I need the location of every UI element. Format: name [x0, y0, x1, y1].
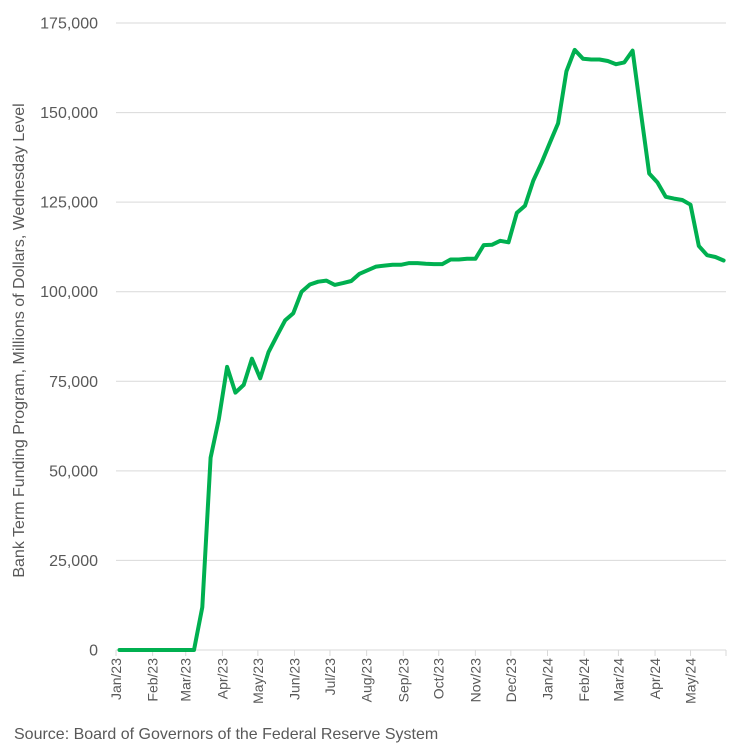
- series-line: [117, 47, 726, 652]
- x-tick-label: Jul/23: [322, 658, 338, 696]
- y-axis-title: Bank Term Funding Program, Millions of D…: [11, 103, 28, 577]
- x-tick-label: May/23: [250, 658, 266, 704]
- x-tick-label: Mar/24: [610, 658, 626, 702]
- x-tick-label: Apr/24: [647, 658, 663, 699]
- series-group: [117, 47, 726, 652]
- x-tick-label: Aug/23: [359, 658, 375, 703]
- x-tick-label: Oct/23: [431, 658, 447, 699]
- y-tick-label: 150,000: [40, 105, 98, 122]
- y-tick-label: 125,000: [40, 195, 98, 212]
- x-tick-label: Sep/23: [395, 658, 411, 703]
- y-tick-label: 50,000: [49, 463, 98, 480]
- x-tick-label: Jun/23: [287, 658, 303, 700]
- y-tick-label: 0: [89, 643, 98, 660]
- source-note: Source: Board of Governors of the Federa…: [14, 726, 439, 743]
- y-axis-tick-labels: 0 25,000 50,000 75,000 100,000 125,000 150,000…: [40, 16, 98, 660]
- x-tick-label: Nov/23: [467, 658, 483, 703]
- gridlines: [116, 22, 726, 561]
- y-tick-label: 75,000: [49, 374, 98, 391]
- y-tick-label: 175,000: [40, 16, 98, 33]
- x-tick-label: Apr/23: [214, 658, 230, 699]
- x-tick-label: May/24: [683, 658, 699, 704]
- x-axis-tick-marks: [115, 650, 727, 656]
- x-axis-tick-labels: Jan/23 Feb/23 Mar/23 Apr/23 May/23 Jun/23 Jul/…: [108, 658, 699, 704]
- x-tick-label: Dec/23: [503, 658, 519, 703]
- x-tick-label: Feb/23: [145, 658, 161, 702]
- x-tick-label: Jan/24: [539, 658, 555, 700]
- x-tick-label: Mar/23: [178, 658, 194, 702]
- x-tick-label: Feb/24: [576, 658, 592, 702]
- y-tick-label: 100,000: [40, 284, 98, 301]
- y-tick-label: 25,000: [49, 553, 98, 570]
- x-tick-label: Jan/23: [108, 658, 124, 700]
